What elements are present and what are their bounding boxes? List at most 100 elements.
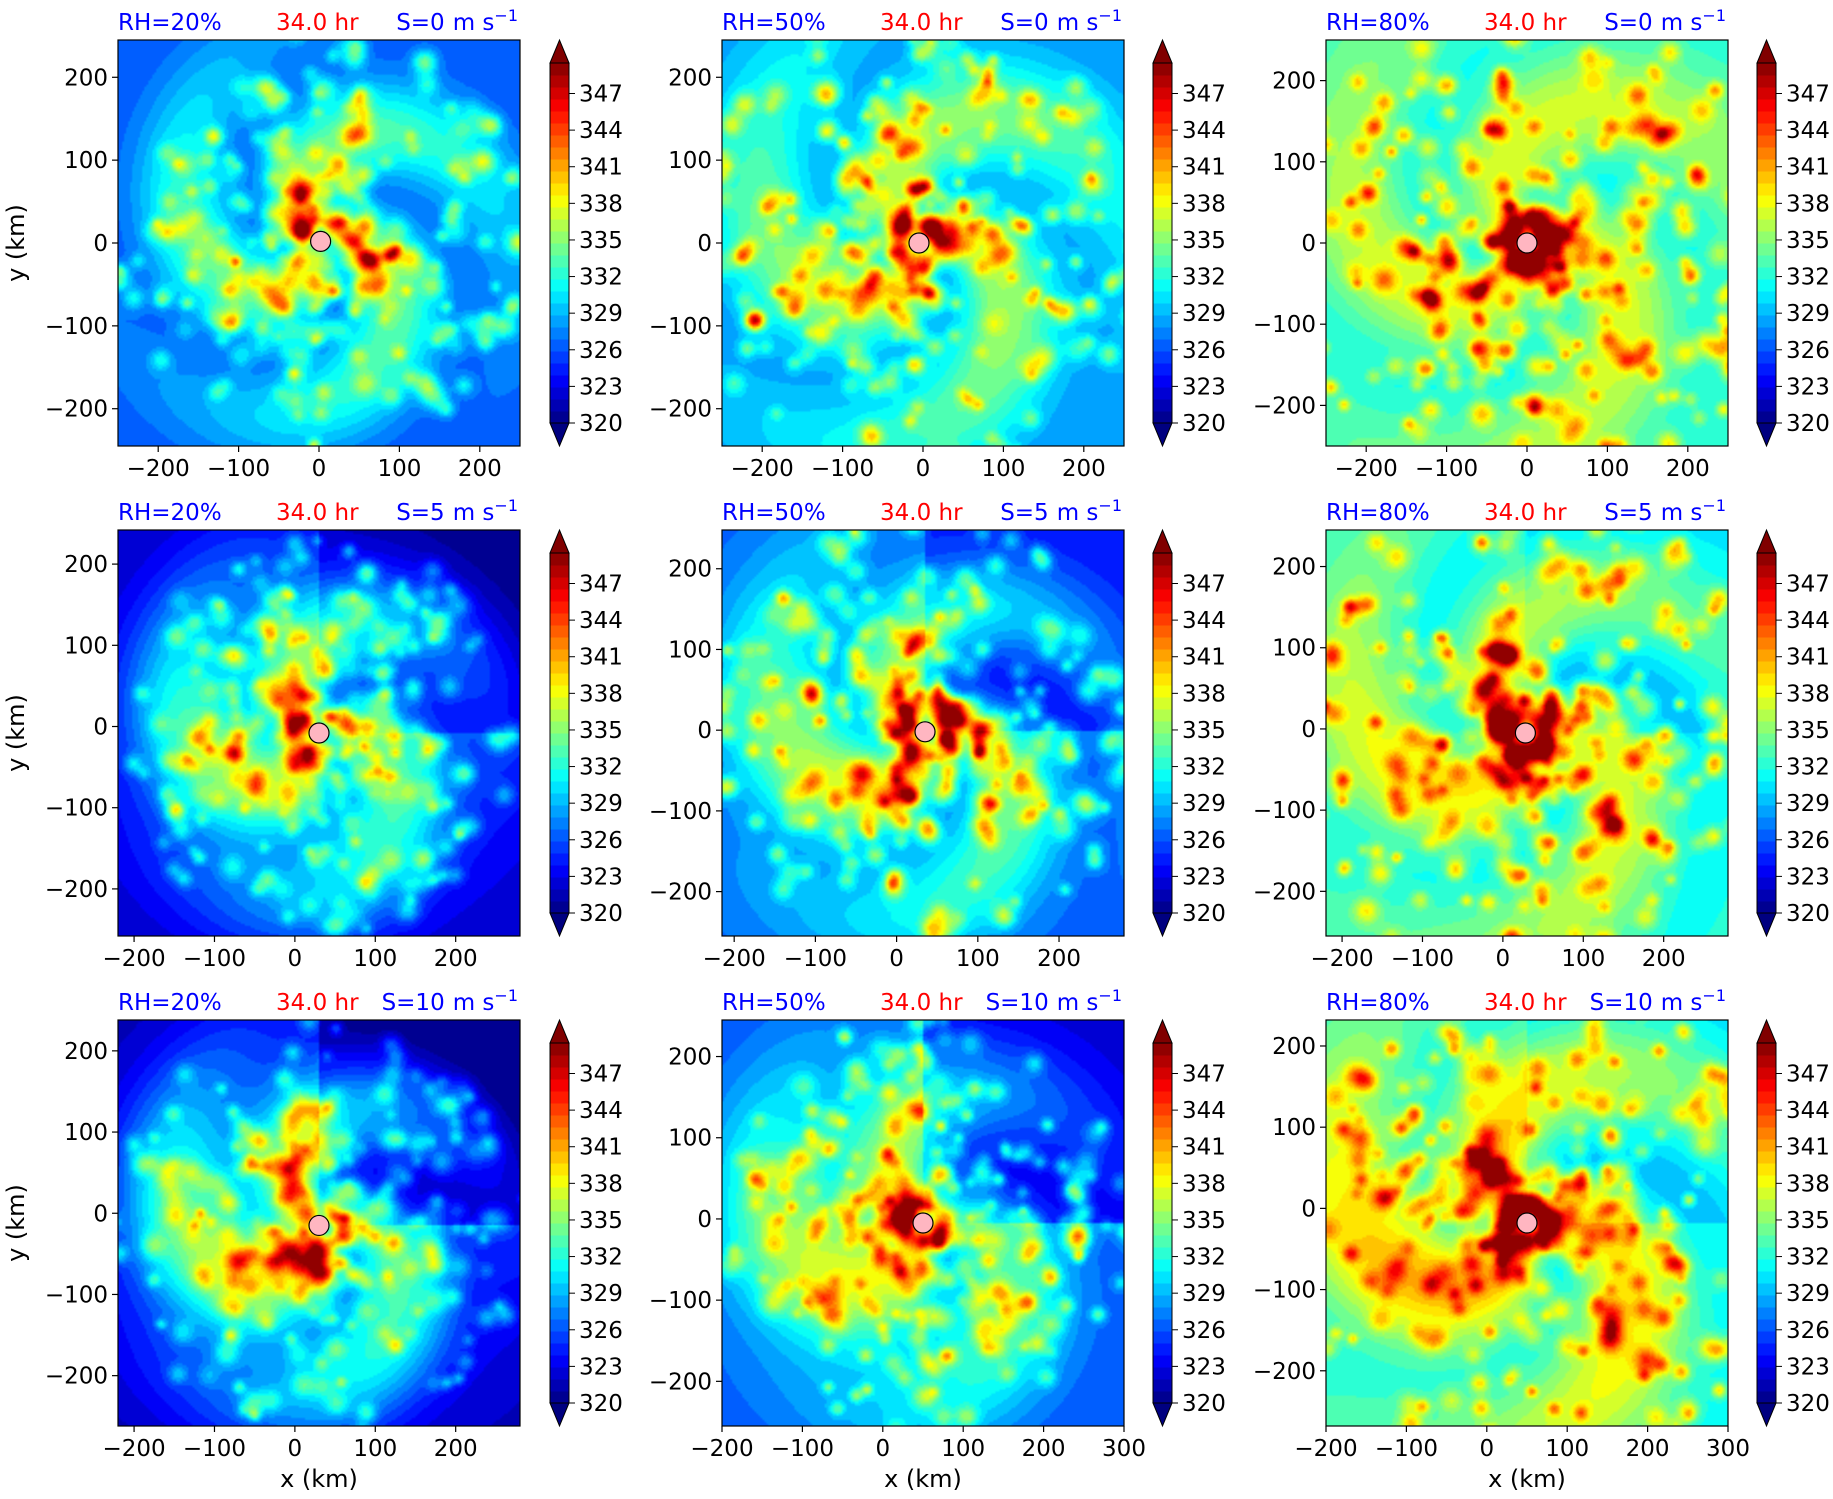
y-tick-label: −200	[649, 397, 712, 423]
colorbar-segment	[550, 709, 569, 722]
colorbar-segment	[1153, 87, 1172, 100]
colorbar-tick-label: 332	[579, 265, 623, 291]
axes-frame	[117, 1019, 521, 1427]
colorbar-extend-min	[1152, 422, 1173, 448]
x-tick-label: 0	[889, 946, 904, 972]
shear-value: S=10	[382, 990, 445, 1016]
colorbar-segment	[550, 291, 569, 304]
colorbar-segment	[550, 601, 569, 614]
x-tick-label: −100	[1415, 456, 1478, 482]
colorbar-segment	[1153, 601, 1172, 614]
colorbar-segment	[1757, 159, 1776, 172]
colorbar-segment	[1757, 1127, 1776, 1140]
rh-label: RH=20%	[118, 990, 222, 1016]
colorbar-extend-min	[1152, 1402, 1173, 1428]
colorbar-tick-label: 332	[579, 755, 623, 781]
x-tick-label: 0	[1520, 456, 1535, 482]
colorbar-segment	[550, 87, 569, 100]
colorbar-segment	[550, 841, 569, 854]
shear-unit: m s	[453, 10, 495, 36]
colorbar-segment	[1153, 757, 1172, 770]
colorbar-segment	[550, 1067, 569, 1080]
colorbar-extend-max	[1152, 1018, 1173, 1044]
colorbar-segment	[1153, 315, 1172, 328]
colorbar-segment	[1153, 1139, 1172, 1152]
colorbar-segment	[550, 721, 569, 734]
colorbar-segment	[1757, 853, 1776, 866]
colorbar-segment	[1757, 1295, 1776, 1308]
colorbar-frame	[1152, 1042, 1173, 1404]
x-tick-label: −200	[127, 456, 190, 482]
x-tick-label: −100	[1375, 1436, 1438, 1462]
colorbar-segment	[1153, 351, 1172, 364]
y-tick-label: −200	[45, 877, 108, 903]
storm-center-marker	[912, 1212, 934, 1234]
colorbar-segment	[1757, 411, 1776, 424]
colorbar-extend-min	[1756, 422, 1777, 448]
colorbar-segment	[1153, 853, 1172, 866]
colorbar-segment	[1757, 183, 1776, 196]
x-tick-label: 100	[956, 946, 1000, 972]
colorbar-segment	[550, 697, 569, 710]
colorbar-segment	[1757, 721, 1776, 734]
y-tick-label: 200	[64, 65, 108, 91]
colorbar-segment	[1757, 375, 1776, 388]
colorbar-segment	[1153, 111, 1172, 124]
colorbar-segment	[1757, 1391, 1776, 1404]
colorbar-tick-label: 335	[579, 228, 623, 254]
shear-unit: m s	[1057, 500, 1099, 526]
x-tick-label: 200	[434, 1436, 478, 1462]
colorbar-segment	[1153, 195, 1172, 208]
colorbar-segment	[1757, 829, 1776, 842]
colorbar-tick-label: 323	[1182, 374, 1226, 400]
colorbar-segment	[1153, 805, 1172, 818]
colorbar: 320 323 326 329 332 335 338 341 344 347	[549, 1018, 623, 1428]
shear-exponent: −1	[1702, 496, 1726, 515]
colorbar-tick-label: 344	[579, 1098, 623, 1124]
colorbar-tick-label: 326	[1182, 828, 1226, 854]
colorbar-segment	[1757, 709, 1776, 722]
colorbar-segment	[1757, 1259, 1776, 1272]
colorbar-tick-label: 329	[1786, 791, 1830, 817]
y-tick-label: 100	[1272, 1115, 1316, 1141]
colorbar-tick-label: 326	[1182, 338, 1226, 364]
colorbar-segment	[1153, 1043, 1172, 1056]
colorbar-segment	[1153, 219, 1172, 232]
y-tick-label: −100	[1253, 798, 1316, 824]
colorbar-segment	[1153, 279, 1172, 292]
colorbar-segment	[1757, 757, 1776, 770]
colorbar-tick-label: 320	[1182, 411, 1226, 437]
colorbar-segment	[1757, 135, 1776, 148]
colorbar-extend-min	[1756, 912, 1777, 938]
colorbar-segment	[1757, 75, 1776, 88]
colorbar-segment	[550, 207, 569, 220]
colorbar-segment	[550, 1211, 569, 1224]
time-label: 34.0 hr	[276, 500, 359, 526]
shear-exponent: −1	[1702, 986, 1726, 1005]
x-tick-label: 100	[981, 456, 1025, 482]
colorbar-segment	[550, 793, 569, 806]
colorbar-segment	[1153, 1295, 1172, 1308]
colorbar-segment	[1153, 147, 1172, 160]
colorbar-segment	[1757, 1163, 1776, 1176]
colorbar-segment	[550, 1103, 569, 1116]
colorbar-segment	[550, 339, 569, 352]
colorbar-tick-label: 320	[579, 1391, 623, 1417]
colorbar-segment	[1757, 1211, 1776, 1224]
y-tick-label: −200	[649, 880, 712, 906]
colorbar-segment	[1757, 63, 1776, 76]
colorbar-segment	[1757, 673, 1776, 686]
y-tick-label: 0	[93, 231, 108, 257]
storm-center-marker	[908, 232, 930, 254]
colorbar-frame	[1756, 62, 1777, 424]
colorbar-segment	[550, 901, 569, 914]
colorbar-segment	[1153, 1367, 1172, 1380]
y-tick-label: −200	[45, 1364, 108, 1390]
colorbar-segment	[1757, 553, 1776, 566]
colorbar-segment	[1153, 1055, 1172, 1068]
time-label: 34.0 hr	[1484, 500, 1567, 526]
colorbar-segment	[550, 625, 569, 638]
panel-3-2: −200 −100 0 100 200 300 200 100 0 −100 −200 RH=50% 3…	[649, 986, 1226, 1493]
shear-label: S=5 m s−1	[1000, 496, 1122, 526]
colorbar-segment	[1153, 207, 1172, 220]
